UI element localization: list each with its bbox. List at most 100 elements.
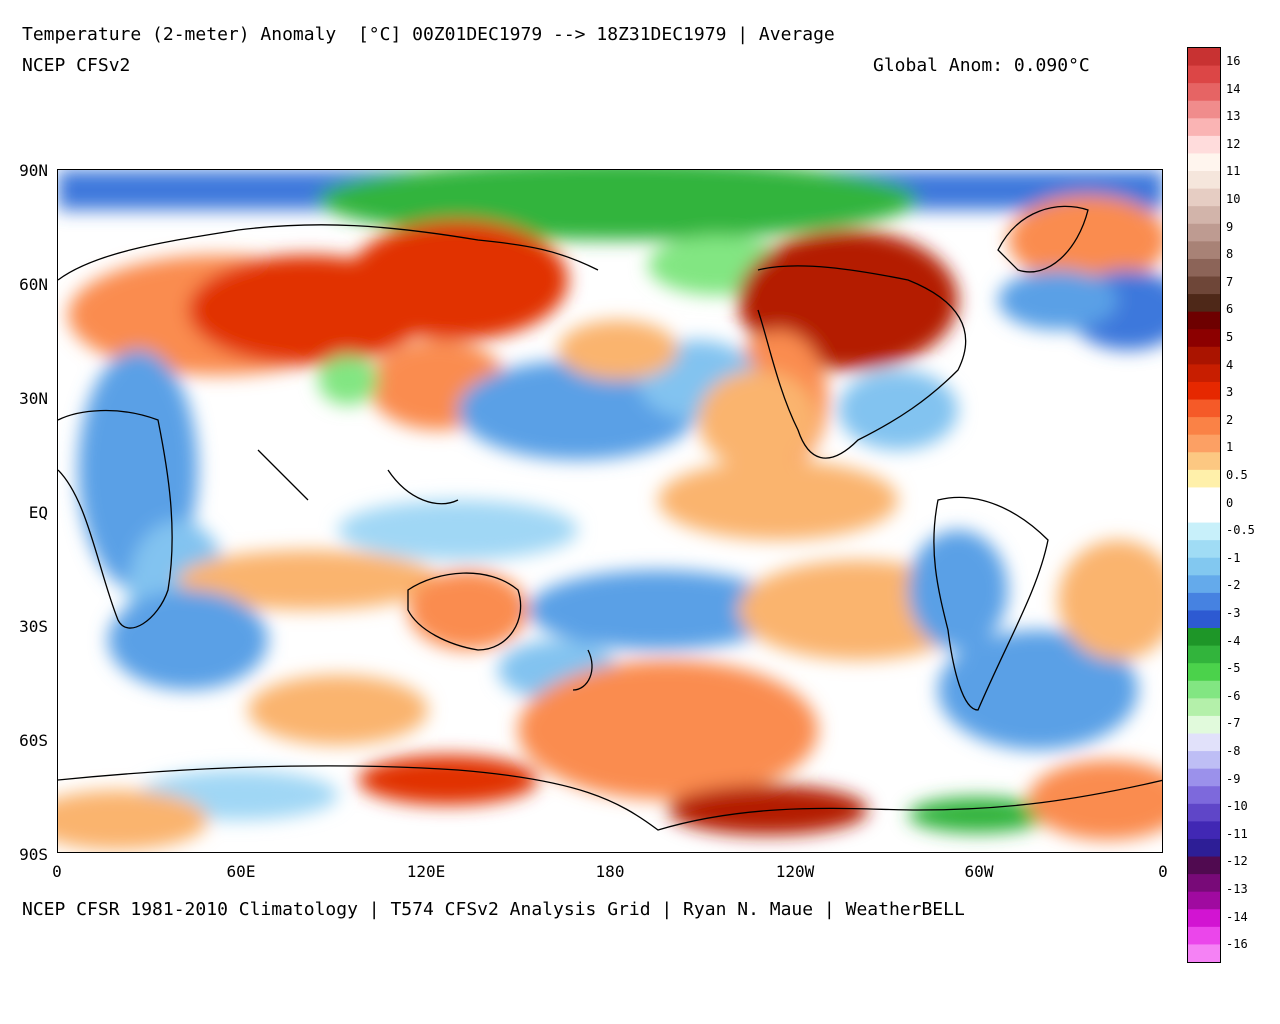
colorbar-label: -4 bbox=[1226, 633, 1241, 648]
colorbar-swatch bbox=[1188, 329, 1220, 348]
colorbar-svg bbox=[1188, 48, 1220, 963]
lon-label-60e: 60E bbox=[226, 862, 256, 881]
colorbar-swatch bbox=[1188, 874, 1220, 893]
colorbar-label: 8 bbox=[1226, 247, 1234, 262]
colorbar-label: -2 bbox=[1226, 578, 1241, 593]
global-anomaly-value: Global Anom: 0.090°C bbox=[873, 55, 1090, 76]
colorbar-swatch bbox=[1188, 891, 1220, 910]
colorbar-swatch bbox=[1188, 135, 1220, 154]
colorbar-swatch bbox=[1188, 311, 1220, 330]
colorbar-label: -16 bbox=[1226, 937, 1248, 952]
colorbar-label: -9 bbox=[1226, 771, 1241, 786]
colorbar-swatch bbox=[1188, 364, 1220, 383]
colorbar-swatch bbox=[1188, 188, 1220, 207]
lon-label-0-right: 0 bbox=[1158, 862, 1168, 881]
colorbar-swatch bbox=[1188, 469, 1220, 488]
colorbar-label: 2 bbox=[1226, 412, 1234, 427]
coastlines bbox=[58, 205, 1162, 831]
colorbar-swatch bbox=[1188, 83, 1220, 102]
colorbar-swatch bbox=[1188, 258, 1220, 277]
lat-label-eq: EQ bbox=[28, 503, 48, 522]
anomaly-map-svg bbox=[58, 170, 1162, 852]
colorbar-swatch bbox=[1188, 48, 1220, 67]
colorbar-swatch bbox=[1188, 223, 1220, 242]
colorbar-label: 13 bbox=[1226, 109, 1241, 124]
lon-label-0: 0 bbox=[52, 862, 62, 881]
colorbar-label: 0 bbox=[1226, 495, 1234, 510]
colorbar-swatch bbox=[1188, 821, 1220, 840]
colorbar-swatch bbox=[1188, 786, 1220, 805]
colorbar-swatch bbox=[1188, 522, 1220, 541]
colorbar-swatch bbox=[1188, 698, 1220, 717]
colorbar-swatch bbox=[1188, 768, 1220, 787]
colorbar-label: 12 bbox=[1226, 136, 1241, 151]
map-title: Temperature (2-meter) Anomaly [°C] 00Z01… bbox=[22, 24, 835, 45]
colorbar-swatch bbox=[1188, 751, 1220, 770]
colorbar-label: 16 bbox=[1226, 54, 1241, 68]
colorbar-swatch bbox=[1188, 381, 1220, 401]
colorbar-label: 1 bbox=[1226, 440, 1234, 455]
colorbar-swatch bbox=[1188, 505, 1220, 524]
colorbar-swatch bbox=[1188, 434, 1220, 453]
colorbar-label: -6 bbox=[1226, 688, 1241, 703]
map-subtitle: NCEP CFSv2 bbox=[22, 55, 131, 76]
lat-label-30s: 30S bbox=[19, 617, 48, 636]
colorbar-label: 7 bbox=[1226, 274, 1234, 289]
lon-label-60w: 60W bbox=[964, 862, 994, 881]
colorbar-label: 9 bbox=[1226, 219, 1234, 234]
colorbar-swatch bbox=[1188, 575, 1220, 594]
colorbar-swatch bbox=[1188, 663, 1220, 682]
lat-label-60s: 60S bbox=[19, 731, 48, 750]
anomaly-map bbox=[57, 169, 1163, 853]
colorbar-swatch bbox=[1188, 715, 1220, 734]
colorbar-label: -14 bbox=[1226, 909, 1248, 924]
colorbar-swatch bbox=[1188, 346, 1220, 365]
colorbar-swatch bbox=[1188, 100, 1220, 119]
colorbar-label: -3 bbox=[1226, 606, 1241, 620]
colorbar-swatch bbox=[1188, 153, 1220, 172]
colorbar-swatch bbox=[1188, 838, 1220, 858]
colorbar-swatch bbox=[1188, 540, 1220, 559]
colorbar-swatch bbox=[1188, 294, 1220, 313]
colorbar-swatch bbox=[1188, 241, 1220, 260]
colorbar-label: -10 bbox=[1226, 799, 1248, 814]
colorbar-label: -12 bbox=[1226, 854, 1248, 869]
colorbar-swatch bbox=[1188, 803, 1220, 822]
colorbar-swatch bbox=[1188, 399, 1220, 418]
lon-label-120e: 120E bbox=[406, 862, 446, 881]
lon-label-120w: 120W bbox=[775, 862, 815, 881]
colorbar-swatch bbox=[1188, 118, 1220, 137]
colorbar-swatch bbox=[1188, 680, 1220, 699]
colorbar-swatch bbox=[1188, 276, 1220, 295]
colorbar-swatch bbox=[1188, 944, 1220, 963]
colorbar-label: -8 bbox=[1226, 744, 1241, 758]
colorbar-label: 0.5 bbox=[1226, 468, 1248, 482]
colorbar bbox=[1187, 47, 1221, 963]
colorbar-swatch bbox=[1188, 926, 1220, 945]
lat-label-90s: 90S bbox=[19, 845, 48, 864]
lon-label-180: 180 bbox=[595, 862, 625, 881]
colorbar-swatch bbox=[1188, 909, 1220, 928]
lat-label-30n: 30N bbox=[19, 389, 48, 408]
colorbar-label: -1 bbox=[1226, 550, 1241, 565]
colorbar-label: -7 bbox=[1226, 716, 1241, 731]
map-footer-credits: NCEP CFSR 1981-2010 Climatology | T574 C… bbox=[22, 899, 965, 920]
colorbar-swatch bbox=[1188, 592, 1220, 611]
colorbar-swatch bbox=[1188, 171, 1220, 190]
colorbar-swatch bbox=[1188, 856, 1220, 875]
colorbar-swatch bbox=[1188, 628, 1220, 647]
lat-label-90n: 90N bbox=[19, 161, 48, 180]
colorbar-label: 6 bbox=[1226, 302, 1234, 317]
colorbar-swatch bbox=[1188, 645, 1220, 664]
colorbar-label: 4 bbox=[1226, 357, 1234, 372]
colorbar-swatch bbox=[1188, 733, 1220, 752]
colorbar-label: 10 bbox=[1226, 192, 1241, 206]
colorbar-label: 3 bbox=[1226, 385, 1234, 400]
colorbar-swatch bbox=[1188, 487, 1220, 506]
colorbar-label: -11 bbox=[1226, 826, 1248, 841]
anomaly-field bbox=[58, 170, 1162, 850]
colorbar-swatch bbox=[1188, 65, 1220, 84]
colorbar-label: -5 bbox=[1226, 661, 1241, 676]
colorbar-swatch bbox=[1188, 557, 1220, 576]
colorbar-swatch bbox=[1188, 610, 1220, 629]
